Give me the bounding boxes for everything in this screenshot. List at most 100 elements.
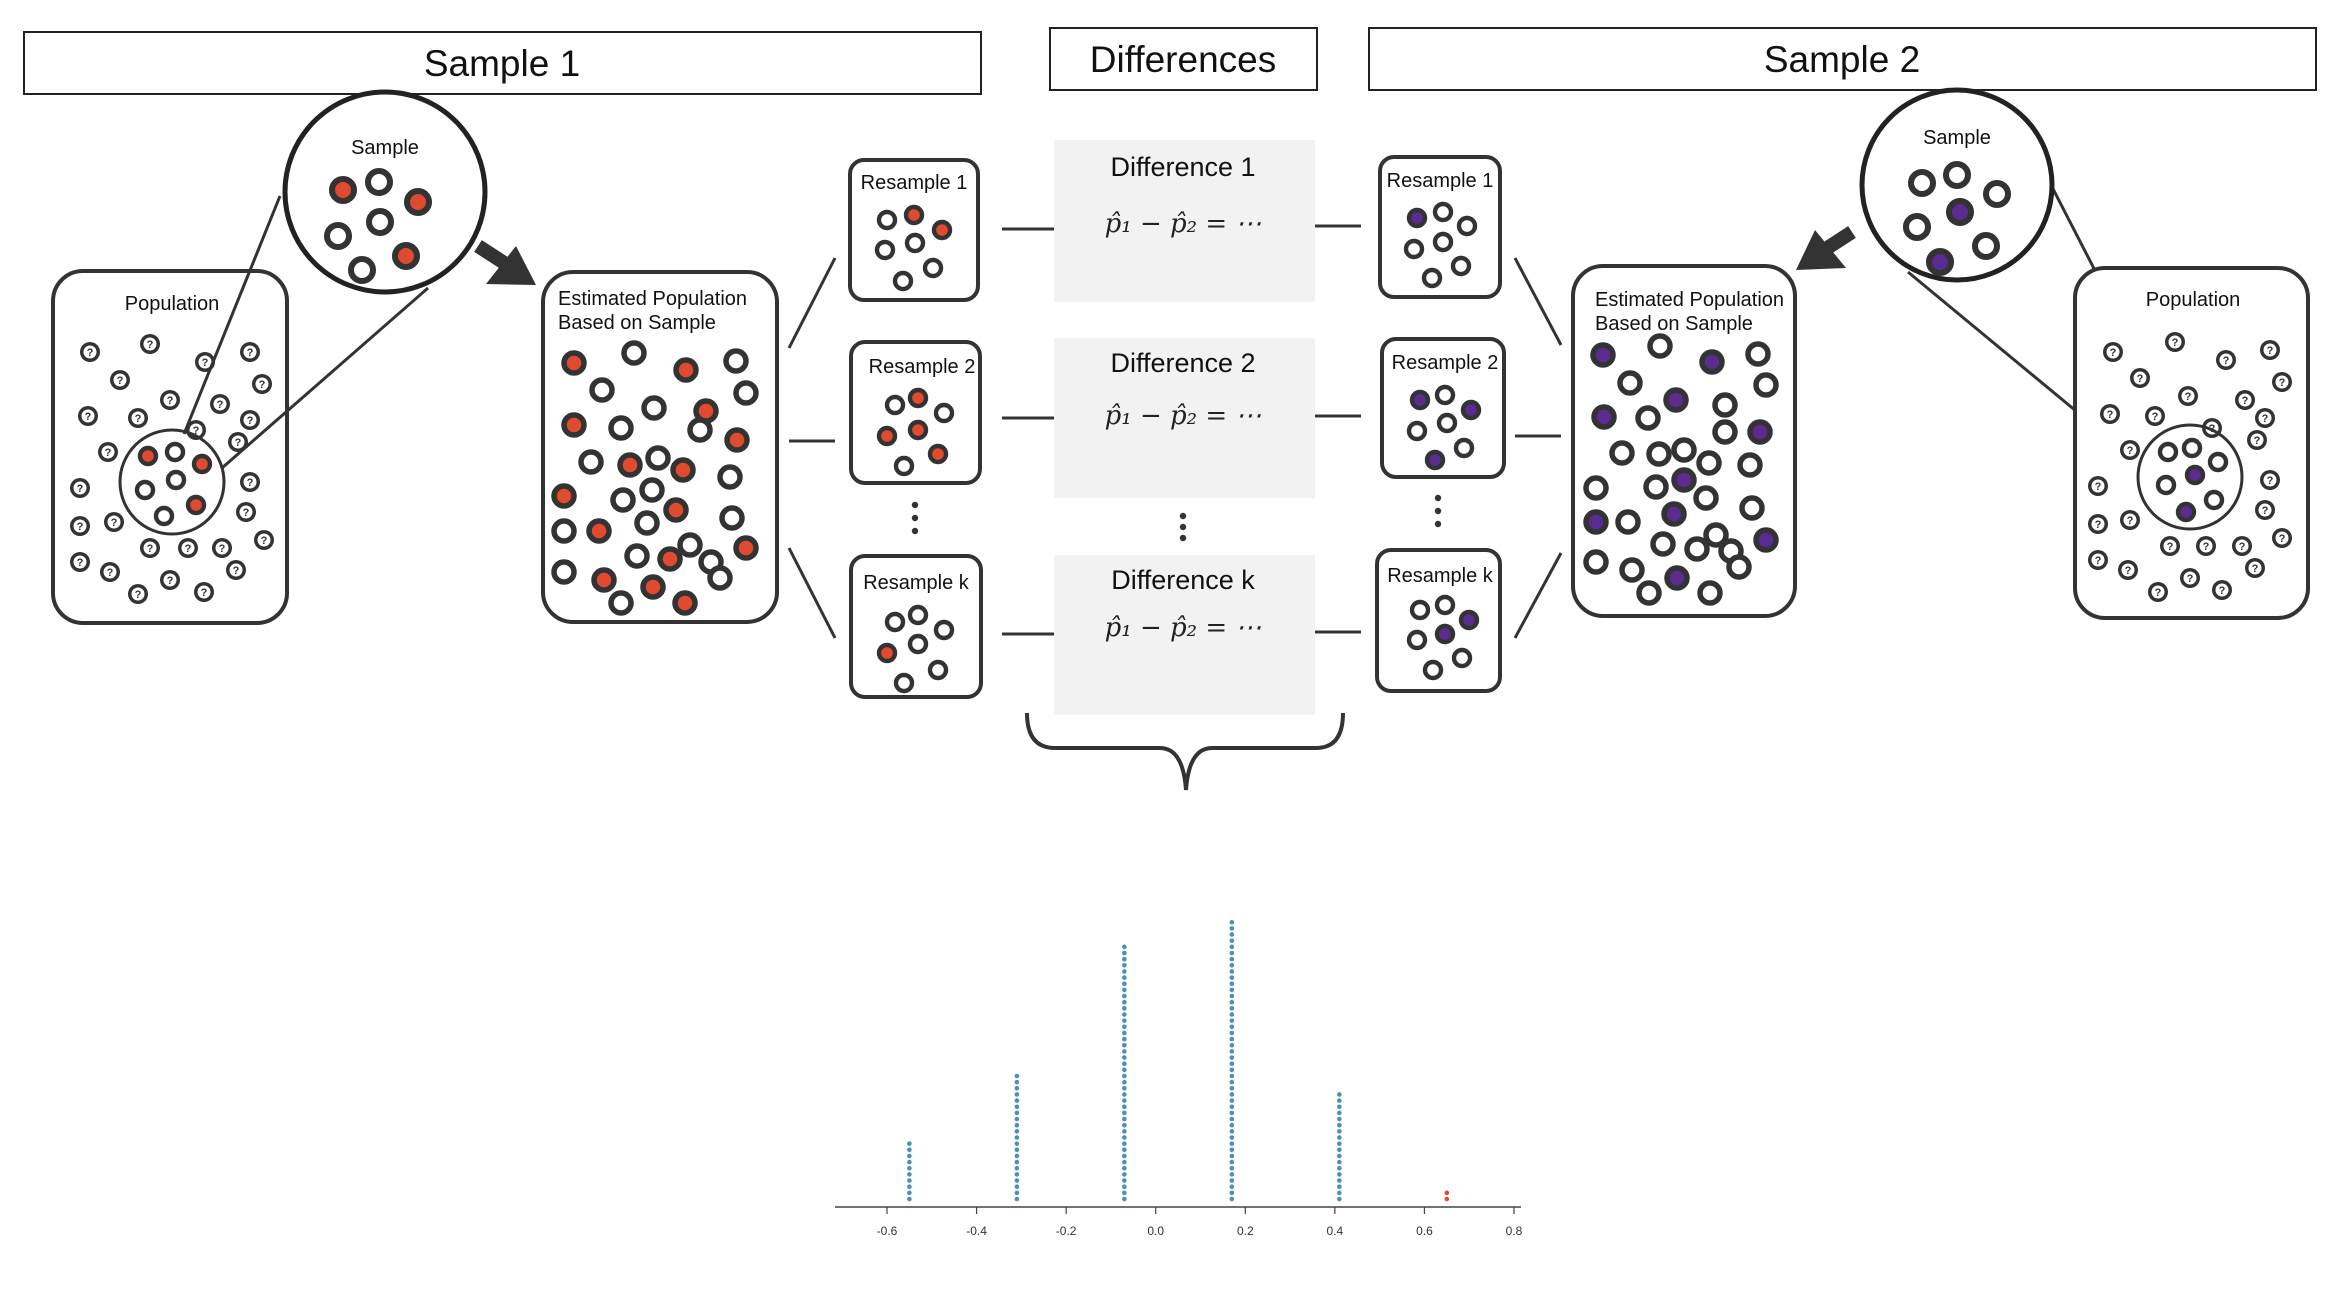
right-estimated-unit <box>1712 419 1738 445</box>
dot-plot-dot <box>1014 1153 1020 1159</box>
right-estimated-label-1: Estimated Population <box>1595 289 1784 311</box>
dot-plot-dot <box>1229 969 1235 974</box>
right-population-unknown-unit-inner <box>2181 389 2195 403</box>
dot-plot-dot <box>1122 1006 1127 1011</box>
right-population-unknown-marker: ? <box>2242 395 2249 407</box>
right-sample-unit <box>1925 247 1955 277</box>
right-connector-1 <box>1513 257 1563 346</box>
right-population-sampled-unit <box>2184 464 2206 486</box>
right-population-unknown-marker: ? <box>2155 587 2162 599</box>
right-estimated-unit <box>1684 536 1710 562</box>
dot-plot-dot <box>1122 963 1127 968</box>
left-estimated-unit <box>724 427 750 453</box>
right-population-unknown-marker: ? <box>2152 411 2159 423</box>
right-estimated-unit <box>1726 554 1752 580</box>
dot-plot-dot <box>1122 1159 1127 1165</box>
right-population-unknown-marker: ? <box>2279 533 2286 545</box>
dot-plot-dot <box>1122 1061 1127 1066</box>
difference-k-panel: Difference k p̂₁ − p̂₂ = ⋯ <box>1054 555 1315 715</box>
dot-plot-dot <box>1229 1067 1235 1073</box>
right-resample-1-unit <box>1450 255 1472 277</box>
dot-plot-dot <box>1229 1147 1235 1153</box>
right-estimated-unit <box>1737 452 1763 478</box>
dot-plot-dot <box>1122 1018 1127 1023</box>
dot-plot-dot <box>1014 1147 1020 1153</box>
left-resample-1-unit <box>922 257 944 279</box>
right-sample-unit <box>1982 179 2012 209</box>
dot-plot-dot <box>1122 1092 1127 1097</box>
left-resample-2-unit <box>907 419 929 441</box>
left-population-unknown-unit-inner <box>103 565 117 579</box>
right-estimated-unit <box>1739 495 1765 521</box>
left-connector-1 <box>787 257 837 349</box>
dot-plot-dot <box>1337 1178 1342 1183</box>
left-resample-2-unit <box>884 394 906 416</box>
right-estimated-unit <box>1661 501 1687 527</box>
left-population-unknown-unit-inner <box>73 481 87 495</box>
right-estimated-unit <box>1643 474 1669 500</box>
dot-plot-dot <box>1229 1110 1235 1116</box>
right-resample-2-unit <box>1409 389 1431 411</box>
right-population-unknowns: ????????????????????????????? <box>2088 332 2292 602</box>
dot-plot-dot <box>1229 1172 1235 1177</box>
left-sample-unit <box>365 207 395 237</box>
left-resample-1-unit <box>876 209 898 231</box>
dot-plot-dot <box>1229 956 1235 962</box>
left-population-sampled-units <box>134 441 213 527</box>
dot-plot-dot <box>1337 1165 1342 1171</box>
left-population-unknown-marker: ? <box>167 395 174 407</box>
dot-plot-dot <box>1122 950 1127 956</box>
dot-plot-tick-label: -0.4 <box>966 1224 987 1238</box>
right-population-sampled-unit <box>2157 441 2179 463</box>
left-population-unknown-marker: ? <box>107 567 114 579</box>
right-resample-1-label: Resample 1 <box>1387 170 1494 192</box>
left-population-unknown-marker: ? <box>87 347 94 359</box>
left-estimated-unit <box>578 449 604 475</box>
left-population-unknown-marker: ? <box>77 521 84 533</box>
right-population-unknown-unit-inner <box>2091 553 2105 567</box>
left-estimated-unit <box>672 590 698 616</box>
dot-plot-dot <box>1337 1147 1342 1153</box>
right-population-unknown-unit-inner <box>2163 539 2177 553</box>
right-population-unknown-unit-inner <box>2238 393 2252 407</box>
left-population-unknown-marker: ? <box>201 587 208 599</box>
left-population-unknown-marker: ? <box>117 375 124 387</box>
dot-plot-tick-label: 0.6 <box>1416 1224 1433 1238</box>
dot-plot-dot <box>1122 1036 1127 1042</box>
dot-plot-dot <box>1122 1079 1127 1085</box>
left-population-unknown-unit-inner <box>243 345 257 359</box>
left-sample-unit <box>403 187 433 217</box>
dot-plot-dot <box>1122 1012 1127 1017</box>
dot-plot-dot <box>1122 987 1127 993</box>
right-sample-units <box>1902 160 2012 277</box>
right-resample-k-unit <box>1434 623 1456 645</box>
dot-plot-dot <box>1229 1165 1235 1171</box>
left-estimated-unit <box>561 412 587 438</box>
right-estimated-unit <box>1703 522 1729 548</box>
left-estimated-units <box>551 340 759 616</box>
dot-plot-dot <box>1337 1184 1342 1189</box>
left-estimated-unit <box>624 543 650 569</box>
left-population-sampled-unit <box>153 505 175 527</box>
dot-plot-dots <box>907 919 1450 1202</box>
right-estimated-unit <box>1712 392 1738 418</box>
left-population-unknown-marker: ? <box>217 399 224 411</box>
dot-plot-dot <box>1122 1196 1127 1202</box>
dot-plot-tick-label: 0.4 <box>1327 1224 1344 1238</box>
dot-plot-dot <box>1122 1098 1127 1103</box>
right-population-sampled-unit <box>2203 489 2225 511</box>
left-resample-k: Resample k <box>849 554 983 699</box>
right-population-unknown-marker: ? <box>2137 373 2144 385</box>
difference-k-formula: p̂₁ − p̂₂ = ⋯ <box>1105 613 1262 643</box>
right-population-unknown-marker: ? <box>2185 391 2192 403</box>
right-estimated-unit <box>1619 557 1645 583</box>
right-resample-k-unit <box>1451 647 1473 669</box>
right-estimated-unit <box>1635 405 1661 431</box>
collecting-brace <box>1025 712 1345 791</box>
left-resample-k-label: Resample k <box>863 572 970 594</box>
right-population-unknown-marker: ? <box>2252 563 2259 575</box>
right-estimated-unit <box>1693 485 1719 511</box>
left-estimated-unit <box>719 505 745 531</box>
left-estimated-unit <box>561 350 587 376</box>
left-estimated-unit <box>677 532 703 558</box>
